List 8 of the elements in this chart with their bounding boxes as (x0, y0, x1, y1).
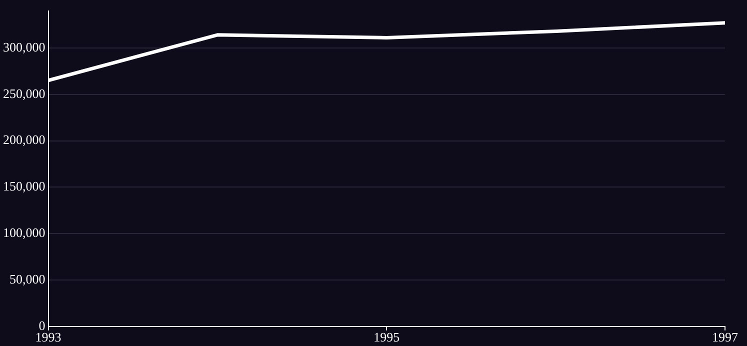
x-tick-label: 1997 (712, 330, 738, 345)
x-tick-label: 1995 (374, 330, 400, 345)
y-tick-label: 300,000 (3, 39, 46, 54)
y-tick-label: 200,000 (3, 132, 46, 148)
y-tick-label: 50,000 (10, 271, 46, 286)
y-tick-label: 150,000 (3, 178, 46, 194)
y-tick-label: 250,000 (3, 86, 46, 101)
y-tick-label: 100,000 (3, 225, 46, 240)
